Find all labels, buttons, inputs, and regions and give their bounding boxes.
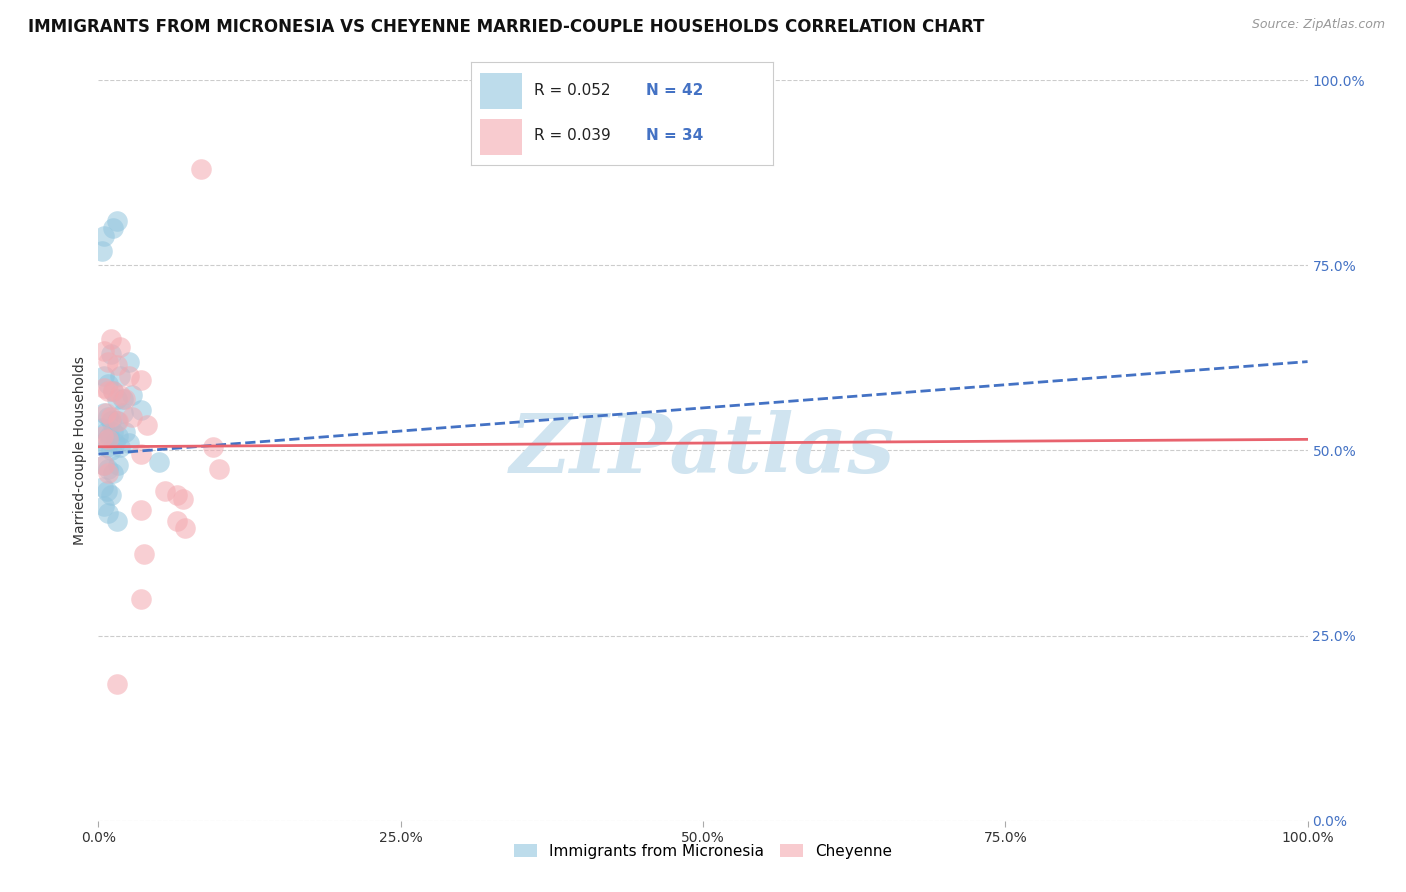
Point [118, 354, 141, 368]
Point [108, 340, 131, 354]
Point [97, 433, 120, 447]
Text: R = 0.039: R = 0.039 [534, 128, 612, 144]
Point [101, 466, 124, 480]
Point [107, 428, 129, 442]
Point [93, 458, 115, 473]
Point [93, 380, 115, 394]
Point [100, 410, 122, 425]
Point [91, 421, 114, 435]
Point [97, 410, 120, 425]
Point [105, 514, 128, 528]
Point [107, 414, 129, 428]
Text: N = 34: N = 34 [647, 128, 703, 144]
Point [93, 228, 115, 243]
Point [97, 376, 120, 391]
Point [114, 425, 136, 439]
Point [97, 384, 120, 399]
Point [105, 359, 128, 373]
Point [97, 354, 120, 368]
Point [96, 484, 118, 499]
Point [108, 388, 131, 402]
Text: IMMIGRANTS FROM MICRONESIA VS CHEYENNE MARRIED-COUPLE HOUSEHOLDS CORRELATION CHA: IMMIGRANTS FROM MICRONESIA VS CHEYENNE M… [28, 18, 984, 36]
Point [174, 521, 197, 535]
Point [105, 676, 128, 690]
Point [97, 462, 120, 476]
Point [101, 384, 124, 399]
Point [129, 447, 152, 461]
Point [202, 440, 225, 454]
Point [100, 443, 122, 458]
Point [97, 466, 120, 480]
Point [129, 373, 152, 387]
Point [94, 425, 117, 439]
Point [107, 458, 129, 473]
Point [93, 369, 115, 384]
Point [105, 414, 128, 428]
Point [129, 591, 152, 606]
Point [91, 428, 114, 442]
Point [121, 410, 143, 425]
Point [93, 458, 115, 473]
Point [101, 384, 124, 399]
Point [91, 244, 114, 258]
Point [135, 417, 157, 432]
Point [134, 547, 156, 561]
FancyBboxPatch shape [479, 73, 523, 109]
Point [129, 402, 152, 417]
Point [98, 428, 121, 442]
Point [172, 491, 194, 506]
Point [104, 436, 127, 450]
Point [114, 392, 136, 406]
Point [166, 488, 188, 502]
FancyBboxPatch shape [479, 119, 523, 155]
Point [96, 440, 118, 454]
Point [91, 436, 114, 450]
Point [153, 484, 176, 499]
Text: R = 0.052: R = 0.052 [534, 83, 612, 98]
Text: Source: ZipAtlas.com: Source: ZipAtlas.com [1251, 18, 1385, 31]
Point [93, 499, 115, 513]
Point [100, 347, 122, 361]
Text: ZIPatlas: ZIPatlas [510, 410, 896, 491]
Point [108, 440, 131, 454]
Point [111, 407, 134, 421]
Point [166, 514, 188, 528]
Point [148, 454, 170, 468]
Point [101, 221, 124, 235]
Point [190, 162, 212, 177]
Legend: Immigrants from Micronesia, Cheyenne: Immigrants from Micronesia, Cheyenne [508, 838, 898, 865]
Point [100, 414, 122, 428]
Point [100, 488, 122, 502]
Point [111, 392, 134, 406]
Text: N = 42: N = 42 [647, 83, 704, 98]
Point [118, 436, 141, 450]
Point [101, 425, 124, 439]
Point [100, 333, 122, 347]
Point [93, 343, 115, 358]
Point [97, 507, 120, 521]
Point [129, 502, 152, 516]
Point [108, 369, 131, 384]
Point [93, 407, 115, 421]
Point [118, 369, 141, 384]
Point [91, 481, 114, 495]
Point [94, 407, 117, 421]
Point [105, 214, 128, 228]
Y-axis label: Married-couple Households: Married-couple Households [73, 356, 87, 545]
Point [121, 388, 143, 402]
Point [105, 392, 128, 406]
Point [208, 462, 231, 476]
